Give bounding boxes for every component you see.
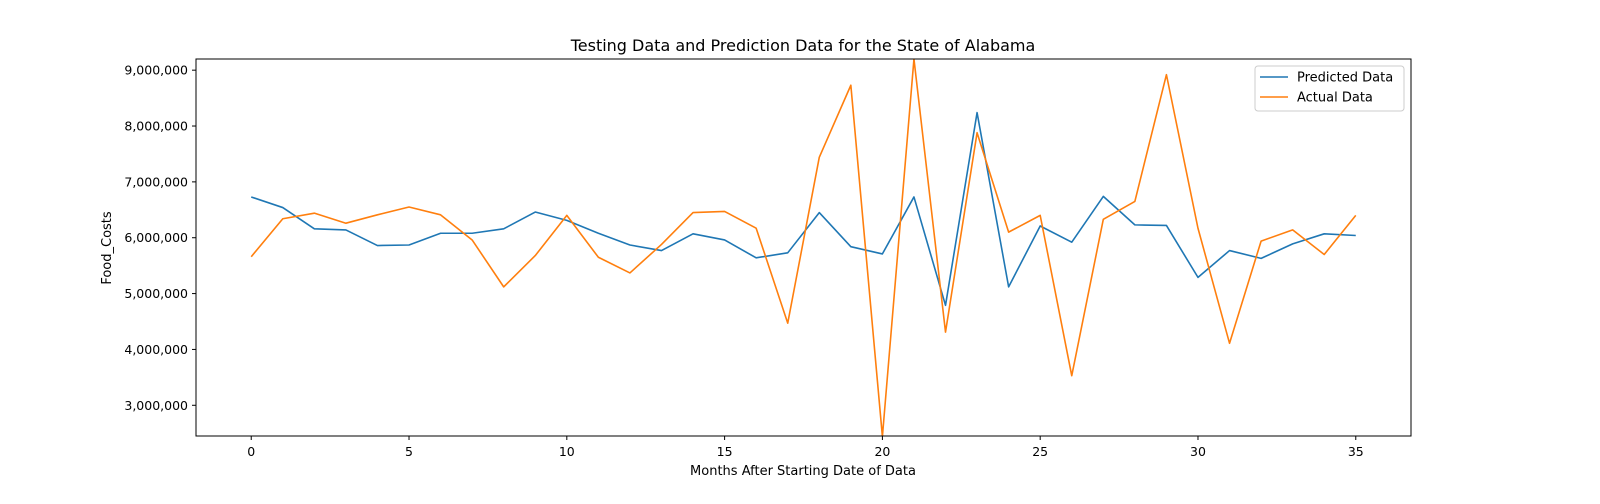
x-tick-label: 15: [717, 444, 733, 459]
x-tick-label: 30: [1190, 444, 1206, 459]
y-tick-label: 9,000,000: [124, 63, 188, 78]
x-axis-label: Months After Starting Date of Data: [690, 464, 916, 479]
plot-frame: [195, 58, 1412, 437]
x-tick-label: 10: [559, 444, 575, 459]
y-tick-label: 8,000,000: [124, 119, 188, 134]
series-group: [250, 59, 1357, 436]
y-axis-ticks: 3,000,000 4,000,000 5,000,000 6,000,000 7,00…: [124, 63, 196, 413]
x-tick-label: 20: [874, 444, 890, 459]
legend-label: Actual Data: [1297, 91, 1373, 106]
series-line-actual: [250, 59, 1357, 436]
y-tick-label: 7,000,000: [124, 174, 188, 189]
x-tick-label: 5: [405, 444, 413, 459]
x-tick-label: 25: [1032, 444, 1048, 459]
x-tick-label: 35: [1348, 444, 1364, 459]
legend-box: [1254, 65, 1405, 112]
y-axis-label: Food_Costs: [100, 211, 115, 285]
chart-title: Testing Data and Prediction Data for the…: [570, 36, 1036, 55]
y-tick-label: 4,000,000: [124, 342, 188, 357]
plot-area: [195, 58, 1412, 437]
legend-label: Predicted Data: [1297, 71, 1393, 86]
y-tick-label: 6,000,000: [124, 230, 188, 245]
y-tick-label: 5,000,000: [124, 286, 188, 301]
legend: Predicted Data Actual Data: [1254, 65, 1405, 112]
y-tick-label: 3,000,000: [124, 398, 188, 413]
x-axis-ticks: 0 5 10 15 20 25 30 35: [247, 436, 1364, 459]
series-line-predicted: [250, 111, 1356, 307]
x-tick-label: 0: [247, 444, 255, 459]
